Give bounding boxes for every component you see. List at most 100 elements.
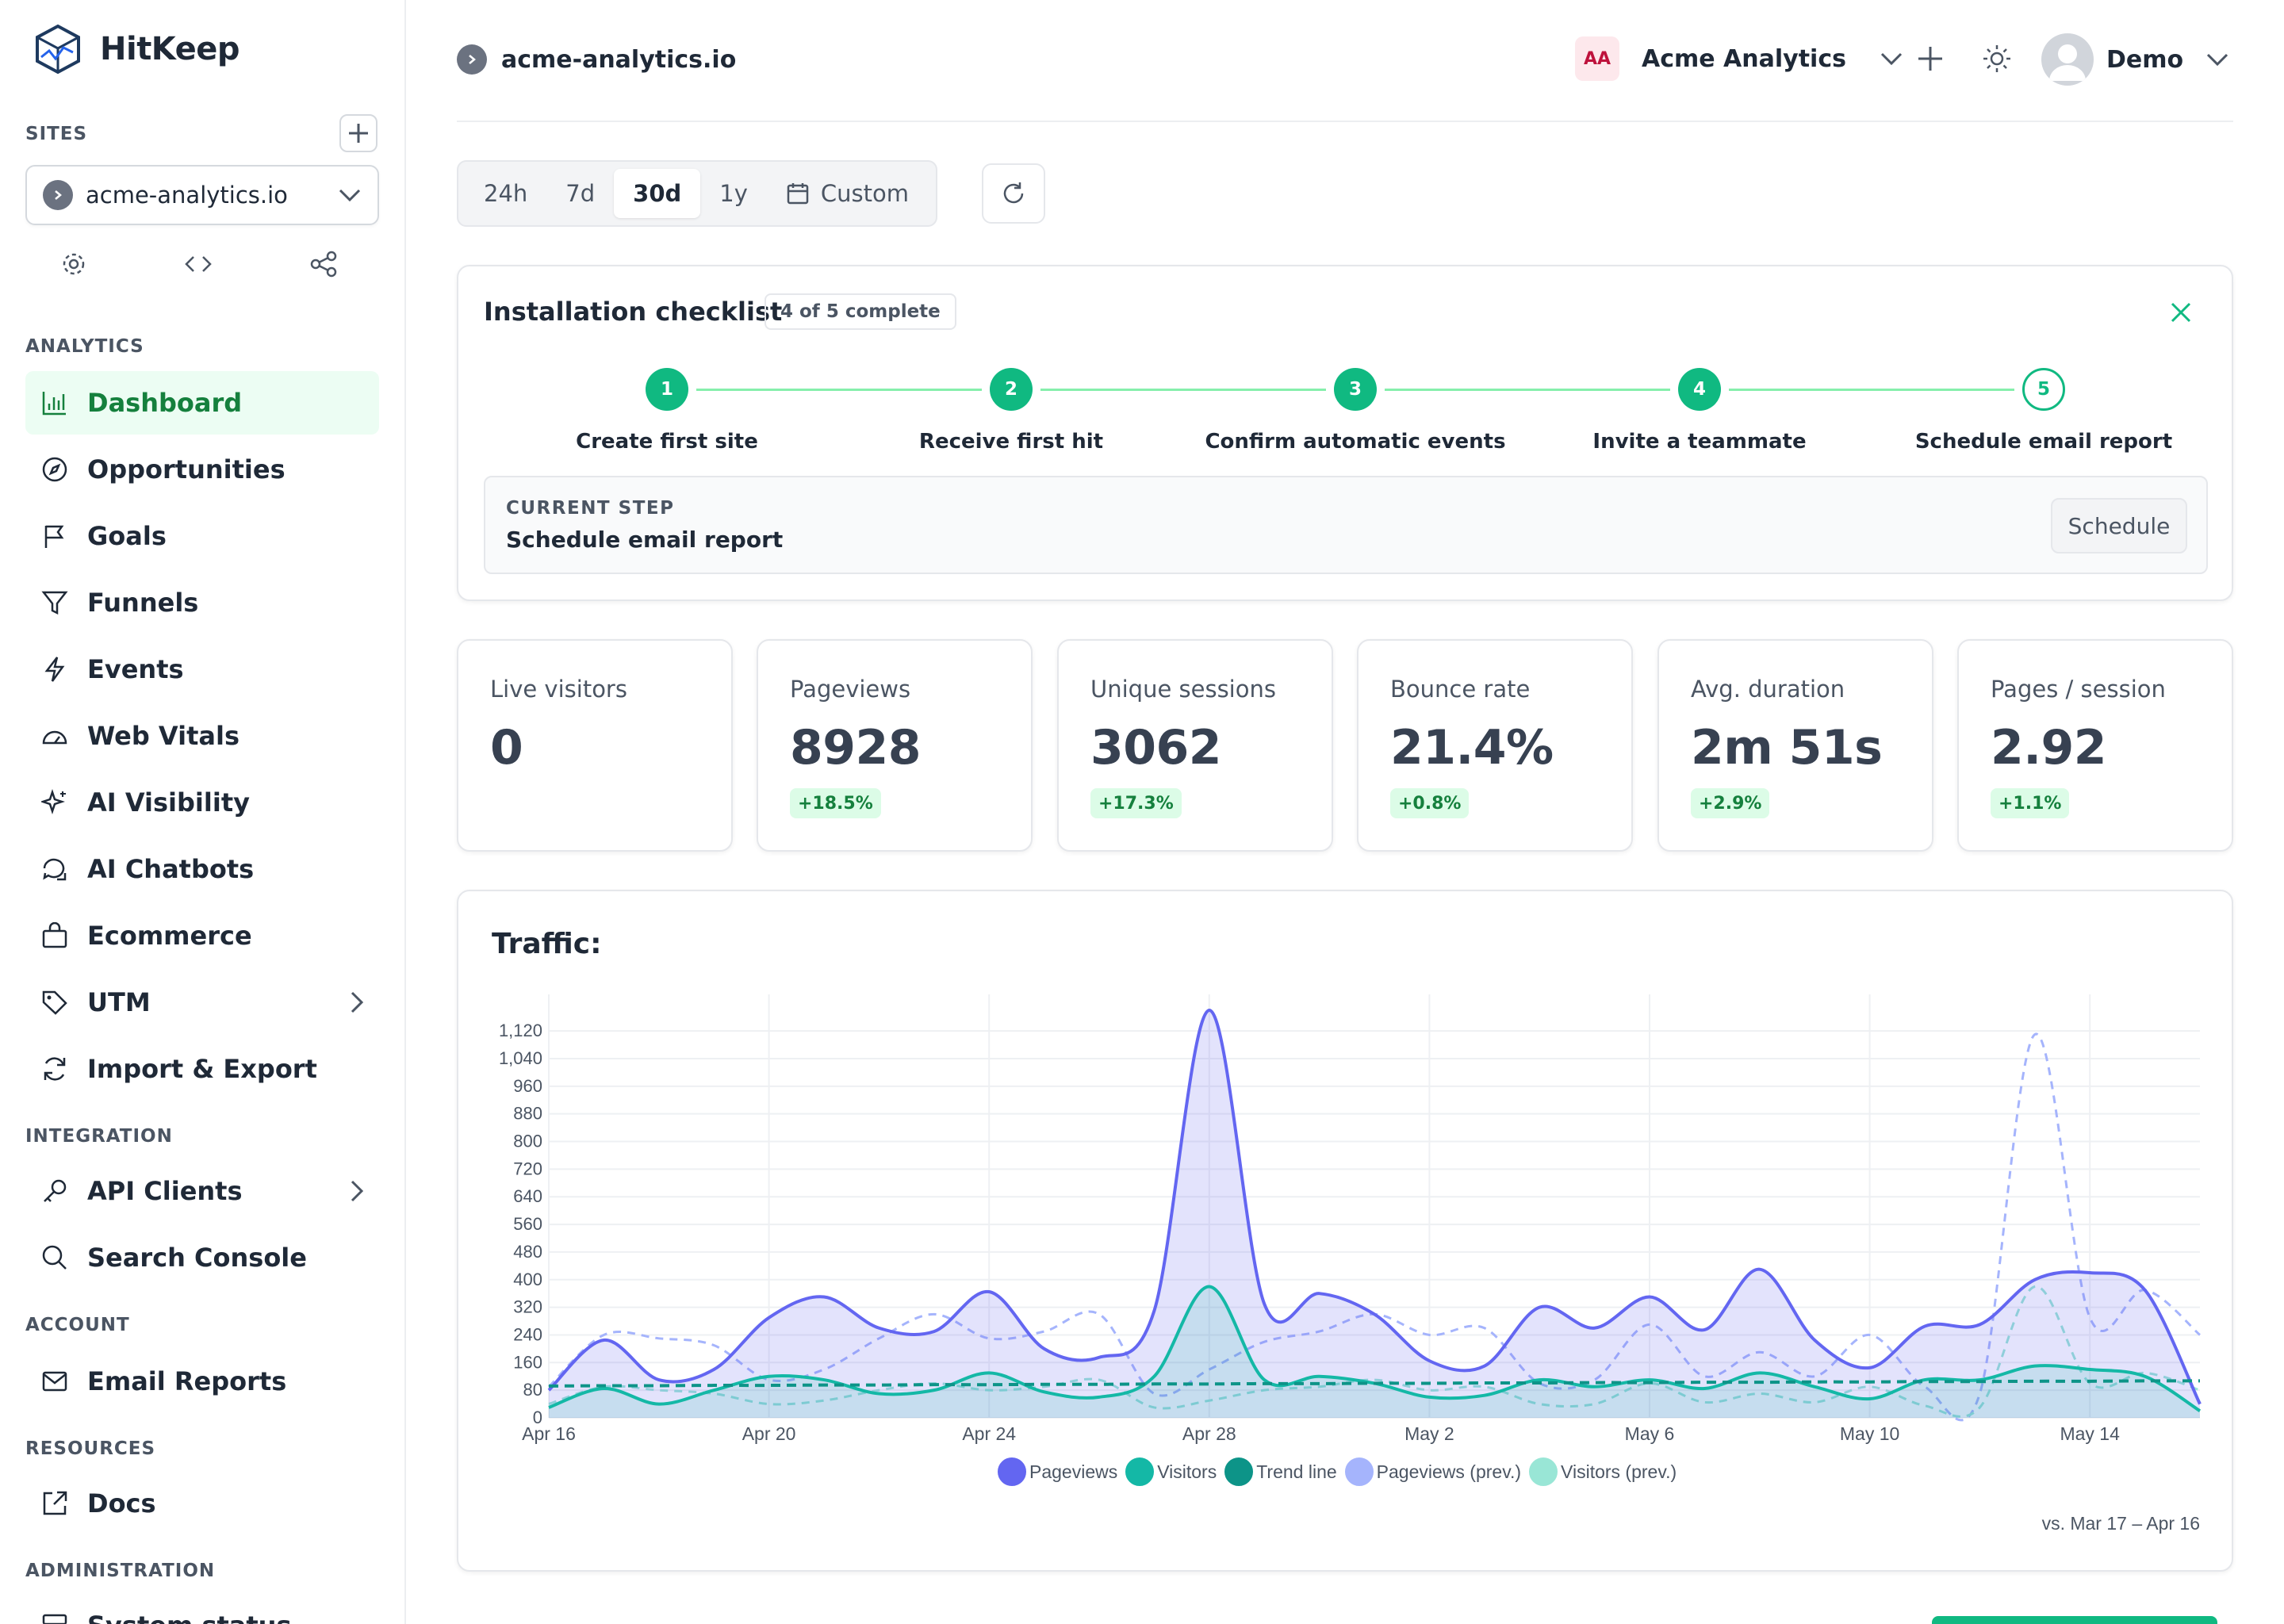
nav-opportunities[interactable]: Opportunities [25,438,379,501]
stat-label: Pageviews [790,676,911,703]
brand[interactable]: HitKeep [33,24,240,75]
top-bar: acme-analytics.io AA Acme Analytics Demo [457,32,2233,89]
legend-swatch [1529,1457,1558,1486]
nav-system-status[interactable]: System status [25,1594,379,1624]
nav-funnels[interactable]: Funnels [25,571,379,634]
stat-unique-sessions[interactable]: Unique sessions 3062 +17.3% [1057,639,1333,852]
stat-bounce-rate[interactable]: Bounce rate 21.4% +0.8% [1357,639,1633,852]
share-icon[interactable] [309,251,338,278]
nav-ai-visibility[interactable]: AI Visibility [25,771,379,834]
step-label: Create first site [576,430,758,454]
stat-pages-per-session[interactable]: Pages / session 2.92 +1.1% [1957,639,2233,852]
plus-icon [349,124,368,143]
stat-label: Live visitors [490,676,627,703]
nav-web-vitals[interactable]: Web Vitals [25,704,379,768]
legend-item[interactable]: Trend line [1224,1457,1337,1486]
stat-delta-badge: +0.8% [1390,788,1470,818]
stat-delta-badge: +2.9% [1691,788,1770,818]
stat-delta-badge: +1.1% [1991,788,2070,818]
nav-utm[interactable]: UTM [25,971,379,1034]
refresh-icon [1003,182,1024,204]
legend-item[interactable]: Pageviews [998,1457,1117,1486]
legend-item[interactable]: Visitors (prev.) [1529,1457,1677,1486]
org-avatar: AA [1575,36,1619,81]
nav-ai-chatbots[interactable]: AI Chatbots [25,837,379,901]
traffic-title: Traffic: [492,928,602,960]
nav-docs[interactable]: Docs [25,1472,379,1535]
legend-swatch [1125,1457,1155,1486]
legend-label: Visitors (prev.) [1561,1461,1677,1482]
close-icon[interactable] [2168,300,2194,325]
administration-section-label: ADMINISTRATION [25,1561,216,1581]
x-tick-label: Apr 28 [1182,1423,1236,1444]
external-link-icon [43,1491,67,1515]
schedule-button[interactable]: Schedule [2051,498,2187,553]
sun-icon[interactable] [1981,43,2013,75]
resources-section-label: RESOURCES [25,1438,156,1459]
range-1y[interactable]: 1y [719,180,748,207]
checklist-progress-badge: 4 of 5 complete [765,293,956,330]
stat-avg-duration[interactable]: Avg. duration 2m 51s +2.9% [1657,639,1933,852]
nav-ecommerce[interactable]: Ecommerce [25,904,379,967]
nav-search-console[interactable]: Search Console [25,1226,379,1289]
checklist-step-2[interactable]: 2 Receive first hit [853,368,1170,454]
range-7d[interactable]: 7d [565,180,596,207]
comparison-range: vs. Mar 17 – Apr 16 [2041,1513,2200,1534]
user-menu[interactable]: Demo [2041,33,2229,86]
nav-label: AI Chatbots [87,854,255,884]
nav-email-reports[interactable]: Email Reports [25,1350,379,1413]
stat-label: Unique sessions [1090,676,1276,703]
plus-icon[interactable] [1914,43,1946,75]
series-line-visitors [548,1285,2202,1412]
gear-icon[interactable] [60,251,87,278]
site-favicon-icon [43,180,73,210]
site-selector[interactable]: acme-analytics.io [25,165,379,225]
current-step-panel: CURRENT STEP Schedule email report Sched… [484,476,2208,574]
breadcrumb[interactable]: acme-analytics.io [457,44,736,75]
legend-item[interactable]: Pageviews (prev.) [1344,1457,1521,1486]
nav-label: Ecommerce [87,921,252,951]
stat-live-visitors[interactable]: Live visitors 0 [457,639,733,852]
stat-label: Bounce rate [1390,676,1531,703]
hitkeep-logo-icon [36,24,80,75]
key-icon [44,1179,67,1202]
nav-import-export[interactable]: Import & Export [25,1037,379,1101]
range-30d[interactable]: 30d [614,169,701,218]
refresh-button[interactable] [982,163,1045,224]
range-custom[interactable]: Custom [767,169,928,218]
checklist-step-3[interactable]: 3 Confirm automatic events [1197,368,1514,454]
nav-label: Funnels [87,588,199,618]
y-tick-label: 720 [513,1159,542,1178]
y-tick-label: 960 [513,1076,542,1096]
nav-events[interactable]: Events [25,638,379,701]
range-24h[interactable]: 24h [484,180,528,207]
add-site-button[interactable] [339,114,377,152]
lightning-icon [44,657,65,682]
step-connector [1729,389,2014,391]
sites-section-label: SITES [25,124,88,144]
nav-goals[interactable]: Goals [25,504,379,568]
legend-item[interactable]: Visitors [1125,1457,1217,1486]
org-switcher[interactable]: AA Acme Analytics [1575,36,1903,81]
code-icon[interactable] [184,251,213,278]
chevron-right-icon [351,991,364,1013]
nav-label: Opportunities [87,454,286,485]
account-section-label: ACCOUNT [25,1315,130,1335]
checklist-step-1[interactable]: 1 Create first site [508,368,826,454]
checklist-step-4[interactable]: 4 Invite a teammate [1541,368,1858,454]
nav-label: Email Reports [87,1366,287,1396]
checklist-step-5[interactable]: 5 Schedule email report [1885,368,2202,454]
nav-api-clients[interactable]: API Clients [25,1159,379,1223]
traffic-card: Traffic: 0 80 160 240 320 400 480 560 640 720 800 8… [457,890,2233,1572]
chevron-down-icon [339,189,361,202]
stat-value: 21.4% [1390,720,1554,776]
stat-pageviews[interactable]: Pageviews 8928 +18.5% [757,639,1033,852]
traffic-chart[interactable]: 0 80 160 240 320 400 480 560 640 720 800 880 960 1,04… [458,891,2232,1446]
sidebar: HitKeep SITES acme-analytics.io ANALYTIC… [0,0,406,1624]
user-name: Demo [2106,45,2184,74]
x-tick-label: May 6 [1625,1423,1675,1444]
step-label: Invite a teammate [1592,430,1807,454]
funnel-icon [41,591,68,615]
bottom-action-button[interactable] [1932,1616,2217,1624]
nav-dashboard[interactable]: Dashboard [25,371,379,435]
